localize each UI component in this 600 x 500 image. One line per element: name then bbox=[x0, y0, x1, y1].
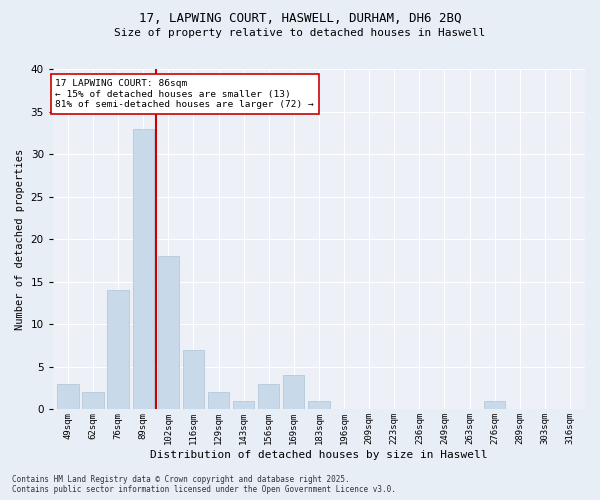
Bar bbox=[484, 401, 505, 409]
Text: 17, LAPWING COURT, HASWELL, DURHAM, DH6 2BQ: 17, LAPWING COURT, HASWELL, DURHAM, DH6 … bbox=[139, 12, 461, 26]
Bar bbox=[233, 401, 254, 409]
Bar bbox=[208, 392, 229, 409]
Bar bbox=[158, 256, 179, 410]
Bar bbox=[283, 376, 304, 410]
Bar bbox=[57, 384, 79, 409]
Text: Contains HM Land Registry data © Crown copyright and database right 2025.
Contai: Contains HM Land Registry data © Crown c… bbox=[12, 474, 396, 494]
Bar bbox=[308, 401, 329, 409]
Bar bbox=[107, 290, 129, 410]
Bar bbox=[183, 350, 204, 410]
Bar bbox=[258, 384, 280, 409]
X-axis label: Distribution of detached houses by size in Haswell: Distribution of detached houses by size … bbox=[150, 450, 488, 460]
Text: Size of property relative to detached houses in Haswell: Size of property relative to detached ho… bbox=[115, 28, 485, 38]
Bar bbox=[82, 392, 104, 409]
Y-axis label: Number of detached properties: Number of detached properties bbox=[15, 148, 25, 330]
Text: 17 LAPWING COURT: 86sqm
← 15% of detached houses are smaller (13)
81% of semi-de: 17 LAPWING COURT: 86sqm ← 15% of detache… bbox=[55, 79, 314, 109]
Bar bbox=[133, 128, 154, 410]
